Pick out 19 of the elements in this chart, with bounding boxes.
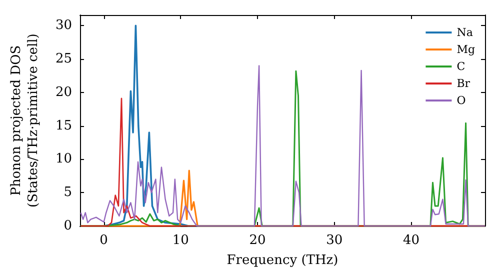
legend-label: C xyxy=(456,60,466,73)
y-tick-label: 25 xyxy=(55,52,72,67)
x-axis-title: Frequency (THz) xyxy=(226,253,338,268)
y-tick-label: 20 xyxy=(55,84,72,100)
x-tick-label: 40 xyxy=(402,233,420,248)
legend-label: Br xyxy=(456,77,471,90)
x-tick-label: 10 xyxy=(172,233,189,248)
x-tick-label: 30 xyxy=(326,233,343,248)
y-tick-label: 30 xyxy=(55,18,72,34)
y-axis-title: Phonon projected DOS (States/THz·primitive cell) xyxy=(9,33,41,208)
y-tick-label: 0 xyxy=(64,218,72,234)
x-tick-label: 20 xyxy=(249,233,266,248)
legend-label: O xyxy=(456,94,466,107)
y-tick-label: 5 xyxy=(64,185,72,200)
y-tick-label: 10 xyxy=(55,152,72,167)
legend-label: Na xyxy=(456,26,474,39)
x-tick-label: 0 xyxy=(100,233,108,248)
y-tick-label: 15 xyxy=(55,118,72,134)
legend-label: Mg xyxy=(456,43,476,56)
